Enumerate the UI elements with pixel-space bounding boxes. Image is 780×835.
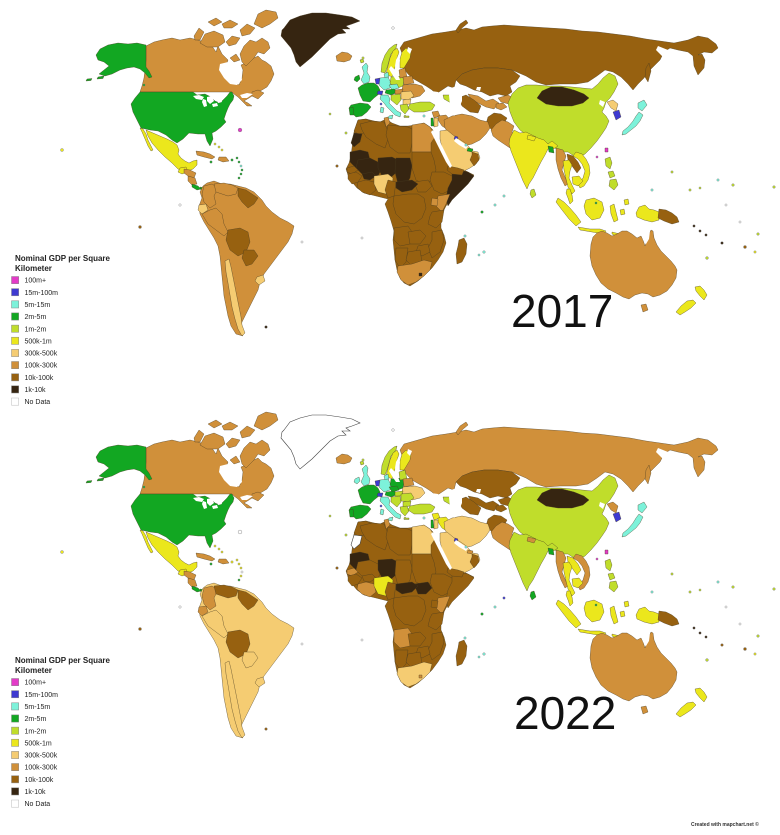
svg-text:Nominal GDP per Square: Nominal GDP per Square xyxy=(15,254,111,263)
svg-text:Nominal GDP per Square: Nominal GDP per Square xyxy=(15,656,111,665)
svg-text:Kilometer: Kilometer xyxy=(15,264,52,273)
svg-text:Created with mapchart.net ©: Created with mapchart.net © xyxy=(691,821,759,828)
svg-text:2022: 2022 xyxy=(514,687,616,739)
svg-text:100k-300k: 100k-300k xyxy=(25,765,58,772)
svg-text:No Data: No Data xyxy=(25,399,51,406)
svg-text:5m-15m: 5m-15m xyxy=(25,302,51,309)
svg-text:15m-100m: 15m-100m xyxy=(25,692,59,699)
svg-text:10k-100k: 10k-100k xyxy=(25,777,54,784)
svg-text:500k-1m: 500k-1m xyxy=(25,740,52,747)
svg-text:2m-5m: 2m-5m xyxy=(25,716,47,723)
svg-text:15m-100m: 15m-100m xyxy=(25,290,59,297)
svg-text:300k-500k: 300k-500k xyxy=(25,753,58,760)
svg-text:100m+: 100m+ xyxy=(25,278,47,285)
svg-text:Kilometer: Kilometer xyxy=(15,666,52,675)
svg-text:10k-100k: 10k-100k xyxy=(25,375,54,382)
svg-text:1k-10k: 1k-10k xyxy=(25,789,47,796)
svg-text:100m+: 100m+ xyxy=(25,680,47,687)
svg-text:2m-5m: 2m-5m xyxy=(25,314,47,321)
svg-text:1m-2m: 1m-2m xyxy=(25,728,47,735)
svg-text:100k-300k: 100k-300k xyxy=(25,363,58,370)
svg-text:1k-10k: 1k-10k xyxy=(25,387,47,394)
svg-text:No Data: No Data xyxy=(25,801,51,808)
svg-text:2017: 2017 xyxy=(511,285,613,337)
svg-text:1m-2m: 1m-2m xyxy=(25,326,47,333)
svg-text:500k-1m: 500k-1m xyxy=(25,338,52,345)
svg-text:300k-500k: 300k-500k xyxy=(25,351,58,358)
svg-text:5m-15m: 5m-15m xyxy=(25,704,51,711)
